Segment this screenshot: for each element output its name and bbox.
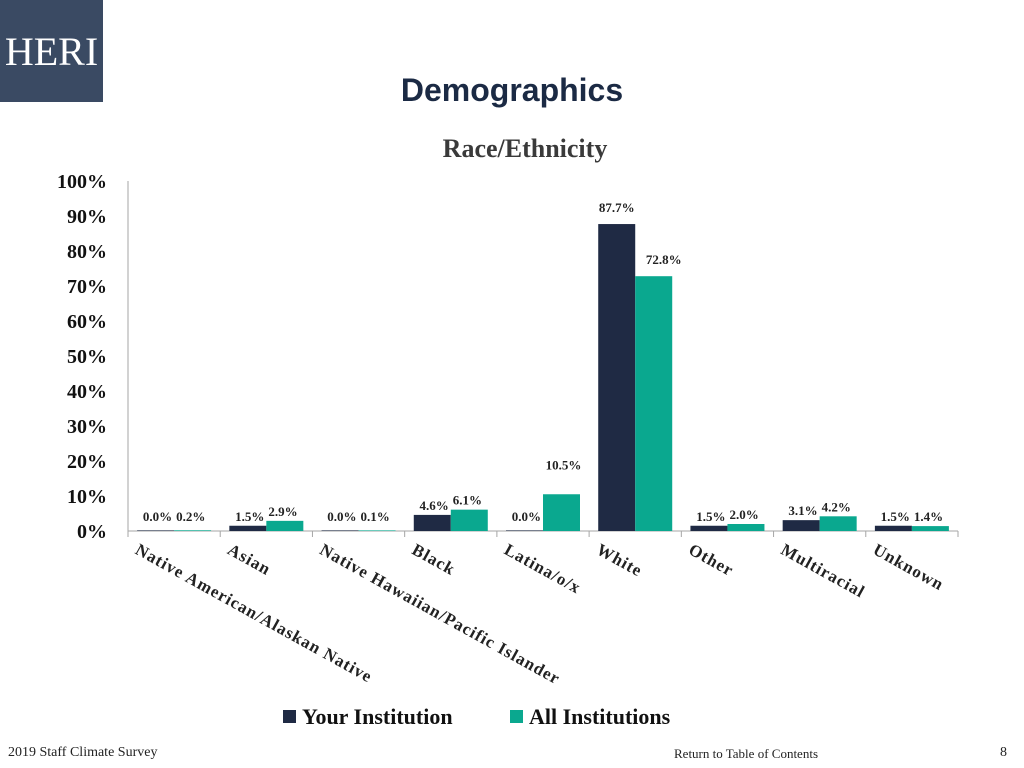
data-label: 0.2% (176, 509, 205, 524)
x-category-label: Unknown (870, 540, 947, 594)
x-category-group: Multiracial (778, 540, 869, 602)
data-label: 1.5% (881, 509, 910, 524)
bar-all-institutions (819, 516, 857, 531)
bar-your-institution (229, 525, 267, 531)
x-category-label: Latina/o/x (501, 540, 584, 598)
bar-your-institution (413, 514, 451, 531)
y-tick-label: 10% (67, 486, 107, 508)
data-label: 1.5% (696, 509, 725, 524)
y-tick-label: 0% (77, 521, 107, 543)
data-label: 2.9% (268, 504, 297, 519)
x-category-group: Unknown (870, 540, 947, 594)
logo-text: HERI (4, 28, 99, 74)
legend-label: Your Institution (302, 704, 453, 729)
y-tick-label: 60% (67, 311, 107, 333)
x-category-group: White (593, 540, 645, 581)
data-label: 3.1% (788, 503, 817, 518)
x-category-label: White (593, 540, 645, 581)
data-label: 6.1% (453, 493, 482, 508)
bar-chart: Race/Ethnicity 0% 10% 20% 30% 40% 50% 60% 70% 80%… (57, 134, 959, 729)
data-label: 1.4% (914, 509, 943, 524)
bar-all-institutions (174, 530, 212, 531)
y-tick-label: 70% (67, 276, 107, 298)
data-label: 1.5% (235, 509, 264, 524)
x-category-group: Other (686, 540, 738, 580)
heri-logo: HERI (0, 0, 103, 102)
x-category-group: Black (409, 540, 459, 579)
data-label: 0.0% (512, 509, 541, 524)
bar-your-institution (506, 530, 543, 531)
data-label: 4.6% (420, 498, 449, 513)
legend-swatch (283, 710, 296, 723)
bar-your-institution (321, 530, 359, 531)
x-category-label: Other (686, 540, 738, 580)
x-category-group: Latina/o/x (501, 540, 584, 598)
bar-all-institutions (727, 524, 765, 531)
y-tick-label: 90% (67, 206, 107, 228)
bar-your-institution (598, 224, 636, 532)
data-label: 0.0% (143, 509, 172, 524)
y-tick-label: 80% (67, 241, 107, 263)
bar-all-institutions (266, 520, 304, 531)
bar-your-institution (782, 520, 820, 531)
y-tick-label: 100% (57, 171, 107, 193)
return-to-toc-link[interactable]: Return to Table of Contents (674, 746, 818, 761)
y-tick-label: 50% (67, 346, 107, 368)
legend-swatch (510, 710, 523, 723)
x-category-label: Black (409, 540, 459, 579)
page-title: Demographics (400, 72, 624, 108)
bar-all-institutions (635, 276, 673, 531)
data-label: 10.5% (546, 457, 582, 472)
y-tick-label: 30% (67, 416, 107, 438)
bar-your-institution (690, 525, 728, 531)
data-label: 87.7% (599, 200, 635, 215)
bar-all-institutions (543, 494, 580, 531)
x-category-label: Multiracial (778, 540, 869, 602)
data-label: 72.8% (646, 252, 682, 267)
footer-survey-name: 2019 Staff Climate Survey (8, 745, 158, 760)
data-label: 0.1% (361, 509, 390, 524)
x-category-group: Asian (224, 540, 274, 579)
bar-your-institution (137, 530, 175, 531)
page-number: 8 (1000, 745, 1007, 760)
y-tick-label: 40% (67, 381, 107, 403)
bar-all-institutions (450, 509, 488, 531)
y-tick-label: 20% (67, 451, 107, 473)
x-category-label: Asian (224, 540, 274, 579)
data-label: 0.0% (327, 509, 356, 524)
bar-all-institutions (358, 530, 396, 531)
data-label: 2.0% (729, 507, 758, 522)
chart-title: Race/Ethnicity (443, 134, 608, 163)
legend-label: All Institutions (529, 704, 671, 729)
bar-your-institution (874, 525, 912, 531)
bar-all-institutions (911, 526, 949, 531)
data-label: 4.2% (822, 499, 851, 514)
